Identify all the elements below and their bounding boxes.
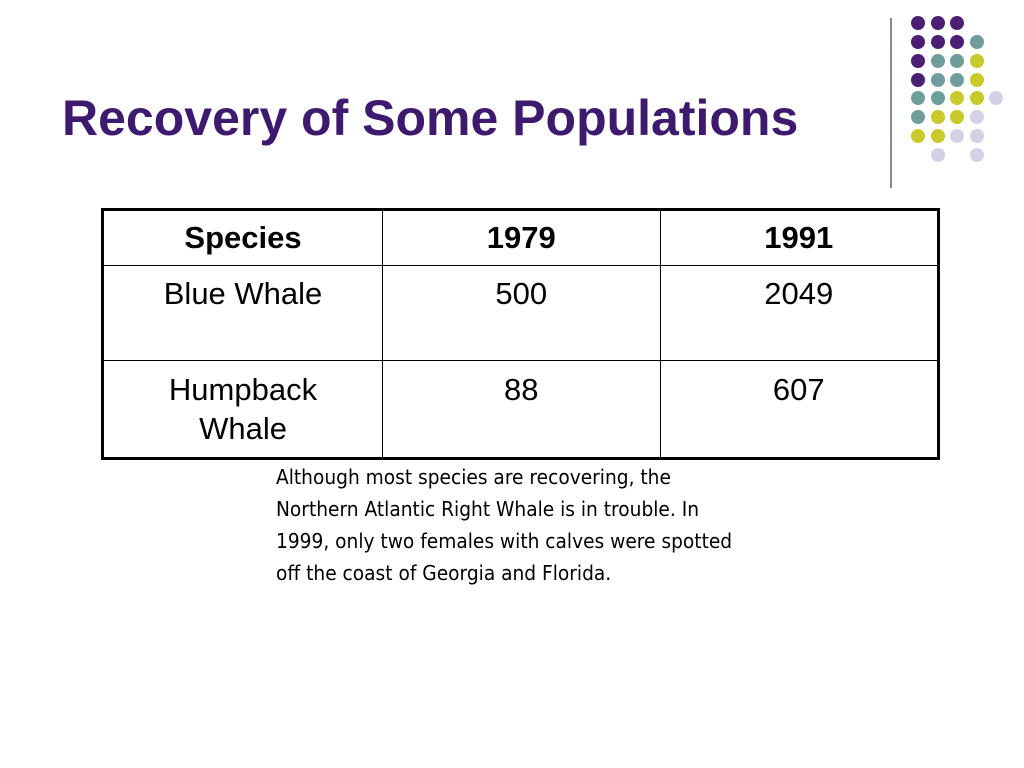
table-row: Humpback Whale 88 607 (101, 360, 940, 459)
dot-icon (950, 110, 964, 124)
dot-icon (931, 16, 945, 30)
dot-icon (931, 110, 945, 124)
divider-line (890, 18, 892, 188)
dot-icon (970, 148, 984, 162)
dot-icon (931, 54, 945, 68)
dot-icon (950, 54, 964, 68)
footnote-text: Although most species are recovering, th… (276, 465, 733, 585)
cell-1991: 2049 (659, 265, 940, 361)
dot-icon (911, 16, 925, 30)
dot-icon (931, 35, 945, 49)
population-table: Species 1979 1991 Blue Whale 500 2049 Hu… (101, 208, 940, 460)
dot-icon (931, 129, 945, 143)
decorative-dot-grid (0, 0, 1024, 200)
cell-1991: 607 (659, 360, 940, 459)
header-1979: 1979 (382, 209, 661, 266)
dot-icon (911, 129, 925, 143)
table-header-row: Species 1979 1991 (101, 209, 940, 266)
dot-icon (970, 91, 984, 105)
cell-species: Humpback Whale (101, 360, 384, 459)
dot-icon (911, 73, 925, 87)
dot-icon (970, 129, 984, 143)
dot-icon (931, 148, 945, 162)
dot-icon (950, 129, 964, 143)
dot-icon (911, 35, 925, 49)
table-row: Blue Whale 500 2049 (101, 265, 940, 361)
cell-1979: 88 (382, 360, 661, 459)
cell-species-text: Humpback Whale (168, 372, 318, 446)
dot-icon (931, 91, 945, 105)
dot-icon (950, 73, 964, 87)
header-1991: 1991 (659, 209, 940, 266)
dot-icon (911, 54, 925, 68)
dot-icon (911, 91, 925, 105)
dot-icon (970, 110, 984, 124)
slide-title: Recovery of Some Populations (62, 90, 799, 146)
dot-icon (950, 35, 964, 49)
dot-icon (950, 16, 964, 30)
dot-icon (950, 91, 964, 105)
dot-icon (970, 35, 984, 49)
cell-species: Blue Whale (101, 265, 384, 361)
dot-icon (931, 73, 945, 87)
cell-1979: 500 (382, 265, 661, 361)
dot-icon (970, 54, 984, 68)
header-species: Species (101, 209, 384, 266)
dot-icon (989, 91, 1003, 105)
dot-icon (970, 73, 984, 87)
dot-icon (911, 110, 925, 124)
